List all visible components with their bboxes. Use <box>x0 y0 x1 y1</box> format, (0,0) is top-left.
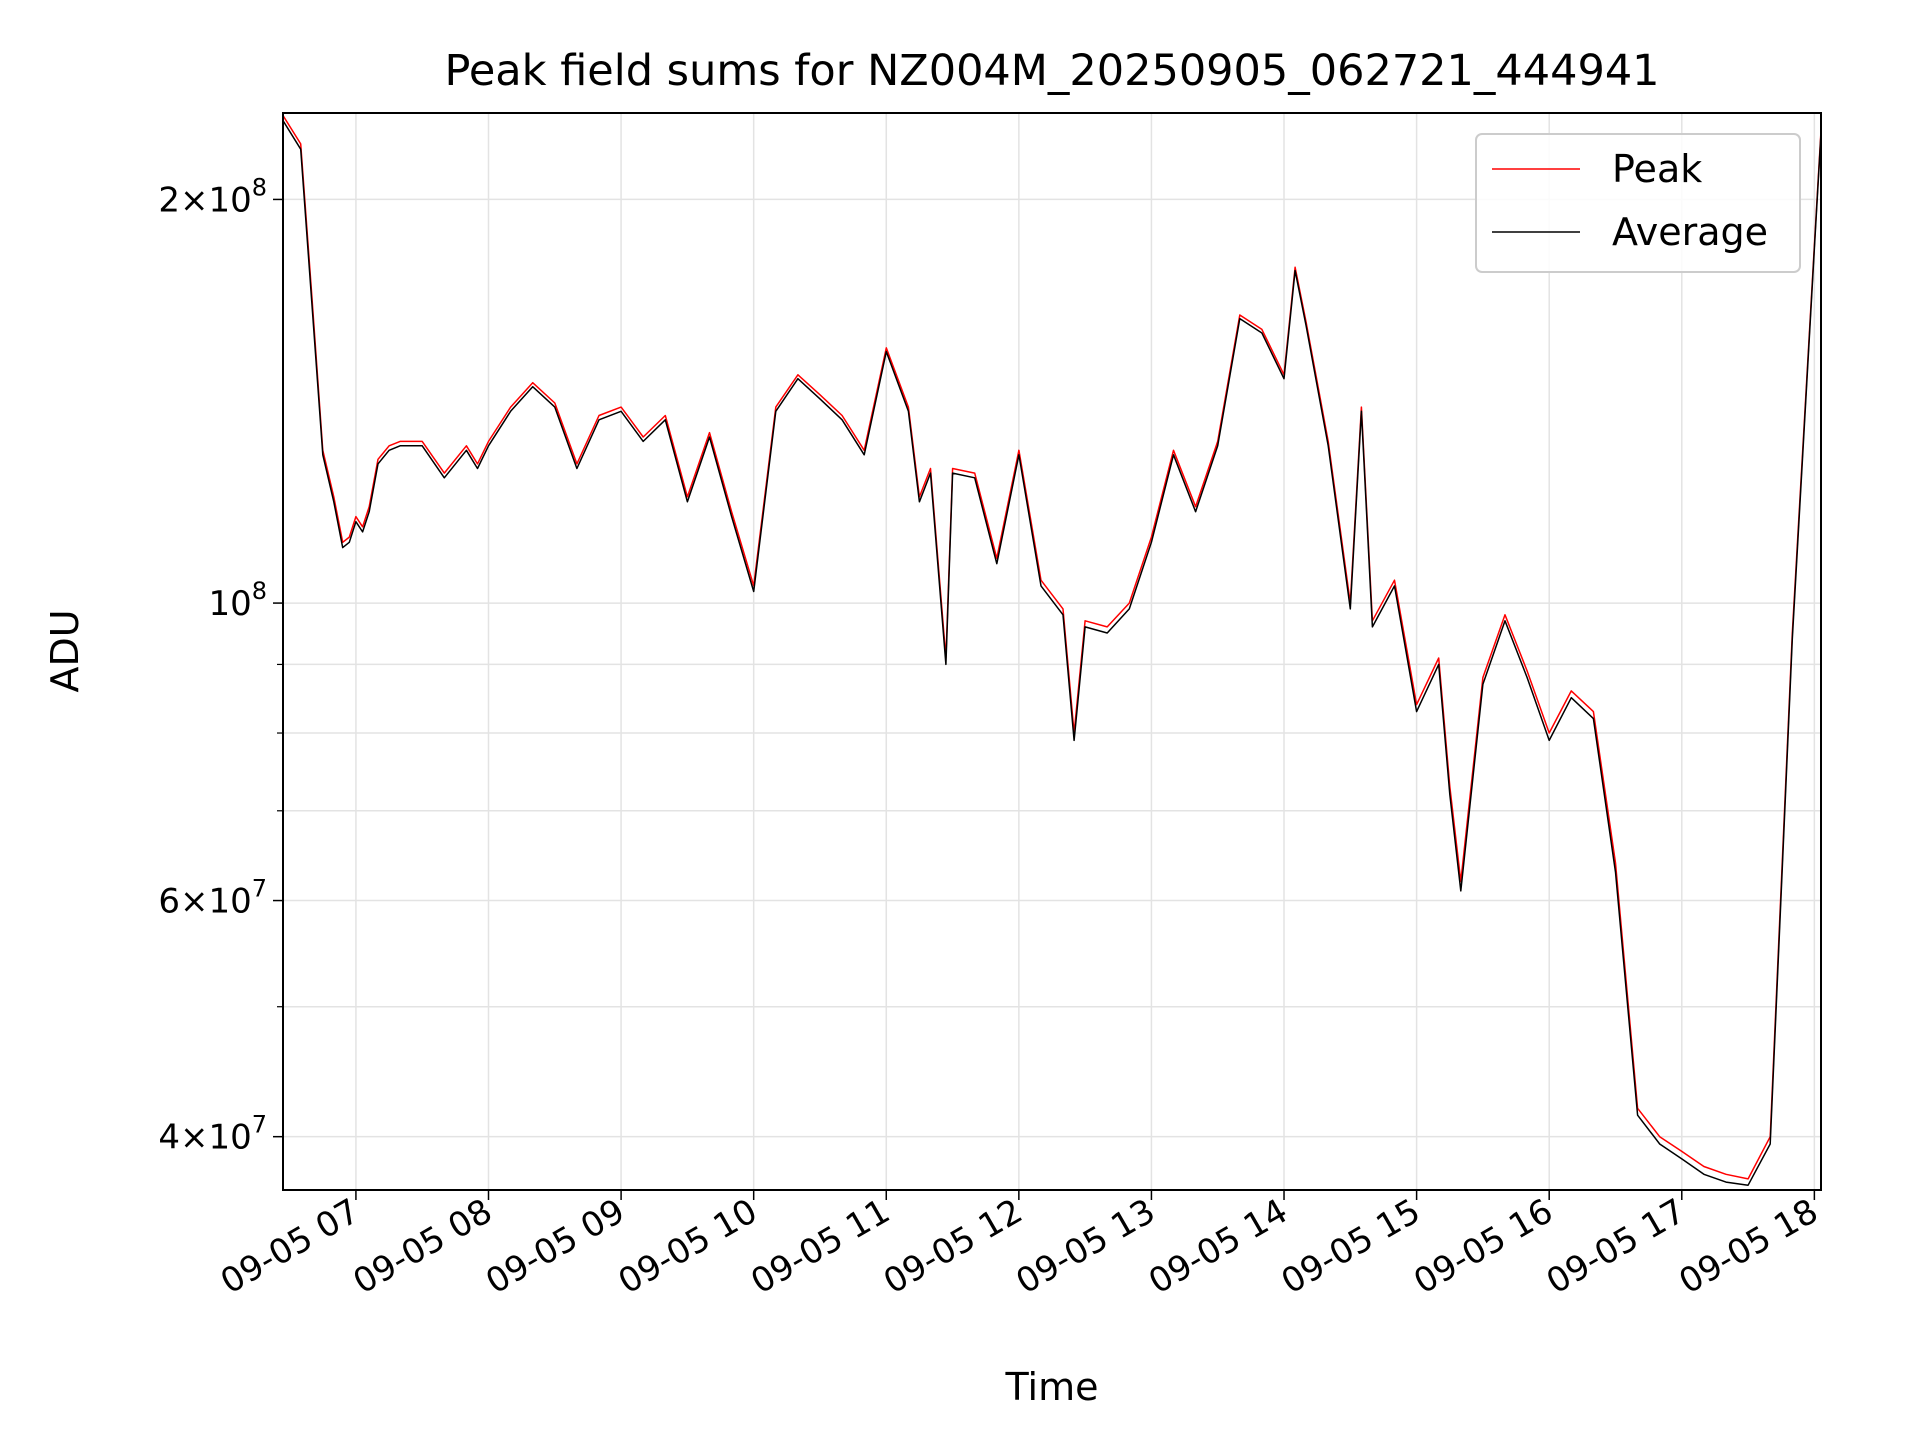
series-line-peak <box>282 115 1822 1180</box>
y-tick-label: 108 <box>208 577 267 624</box>
chart-title: Peak field sums for NZ004M_20250905_0627… <box>444 46 1659 96</box>
x-axis-label: Time <box>1005 1365 1099 1409</box>
axes-frame <box>282 112 1822 1191</box>
y-axis-label: ADU <box>43 609 87 692</box>
y-tick-label: 6×107 <box>158 875 267 922</box>
y-tick-label: 2×108 <box>158 173 267 220</box>
y-axis-ticks: 4×107 6×107 108 2×108 <box>158 173 283 1158</box>
grid-lines <box>283 113 1821 1190</box>
plot-area <box>282 115 1822 1186</box>
series-line-average <box>282 120 1822 1186</box>
legend-label-average: Average <box>1612 210 1768 254</box>
legend-label-peak: Peak <box>1612 147 1702 191</box>
y-tick-label: 4×107 <box>158 1111 267 1158</box>
legend: Peak Average <box>1475 133 1801 273</box>
